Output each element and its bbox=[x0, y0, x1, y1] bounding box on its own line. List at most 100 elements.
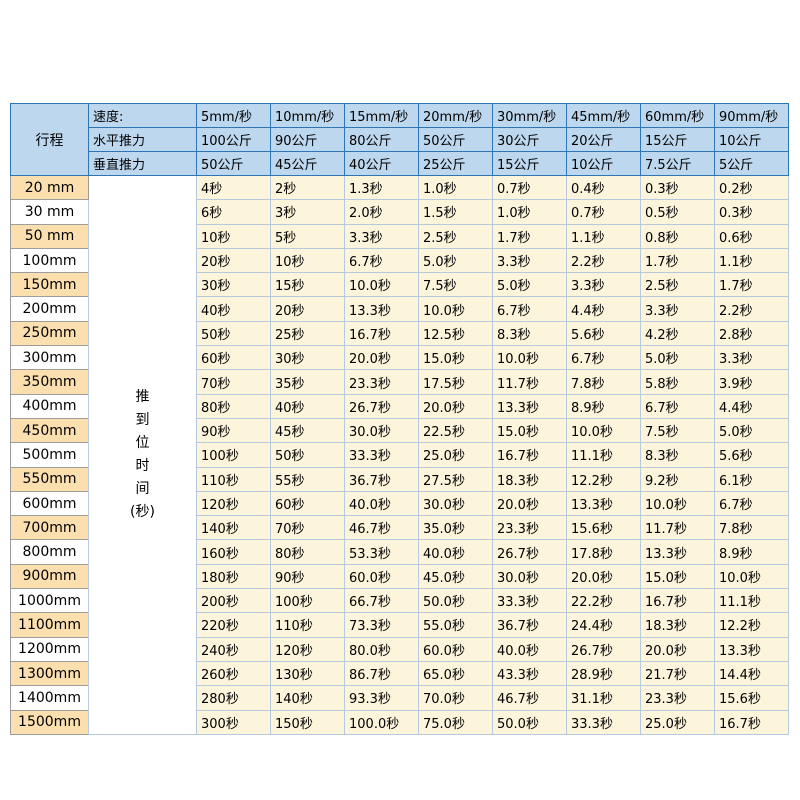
horizontal-thrust-label: 水平推力 bbox=[88, 127, 197, 152]
speed-row-label: 速度: bbox=[88, 103, 197, 128]
stroke-cell: 20 mm bbox=[10, 174, 89, 201]
time-cell: 1.7秒 bbox=[640, 247, 715, 274]
time-cell: 13.3秒 bbox=[566, 490, 641, 517]
time-cell: 6.7秒 bbox=[566, 345, 641, 371]
time-cell: 10.0秒 bbox=[344, 272, 419, 298]
time-cell: 10.0秒 bbox=[566, 417, 641, 444]
time-cell: 0.4秒 bbox=[566, 174, 641, 201]
time-cell: 10.0秒 bbox=[714, 563, 789, 590]
time-cell: 12.2秒 bbox=[714, 612, 789, 638]
time-cell: 50秒 bbox=[196, 320, 271, 347]
time-cell: 5秒 bbox=[270, 223, 345, 249]
time-cell: 2.5秒 bbox=[418, 223, 493, 249]
time-cell: 5.8秒 bbox=[640, 369, 715, 395]
time-cell: 100秒 bbox=[270, 588, 345, 614]
time-cell: 0.8秒 bbox=[640, 223, 715, 249]
time-cell: 0.6秒 bbox=[714, 223, 789, 249]
time-cell: 7.8秒 bbox=[714, 515, 789, 541]
time-cell: 100秒 bbox=[196, 442, 271, 468]
time-cell: 150秒 bbox=[270, 709, 345, 735]
stroke-cell: 550mm bbox=[10, 466, 89, 492]
time-cell: 30.0秒 bbox=[344, 417, 419, 444]
time-cell: 1.0秒 bbox=[492, 199, 567, 225]
stroke-cell: 200mm bbox=[10, 296, 89, 322]
speed-column-header: 5mm/秒 bbox=[196, 103, 271, 128]
time-cell: 26.7秒 bbox=[492, 539, 567, 565]
time-cell: 0.5秒 bbox=[640, 199, 715, 225]
time-cell: 31.1秒 bbox=[566, 685, 641, 711]
time-cell: 60秒 bbox=[270, 490, 345, 517]
time-cell: 80秒 bbox=[270, 539, 345, 565]
time-cell: 17.5秒 bbox=[418, 369, 493, 395]
time-cell: 10.0秒 bbox=[640, 490, 715, 517]
table-row: 30 mm 6秒 3秒 2.0秒 1.5秒 1.0秒 0.7秒 0.5秒 0.3秒 bbox=[10, 199, 789, 225]
time-cell: 5.0秒 bbox=[418, 247, 493, 274]
time-cell: 26.7秒 bbox=[344, 393, 419, 419]
time-cell: 15.0秒 bbox=[492, 417, 567, 444]
table-row: 900mm 180秒 90秒 60.0秒 45.0秒 30.0秒 20.0秒 15.0秒 10.… bbox=[10, 563, 789, 590]
time-cell: 130秒 bbox=[270, 660, 345, 687]
time-cell: 66.7秒 bbox=[344, 588, 419, 614]
time-cell: 5.0秒 bbox=[640, 345, 715, 371]
stroke-cell: 1400mm bbox=[10, 685, 89, 711]
time-cell: 23.3秒 bbox=[344, 369, 419, 395]
time-cell: 6秒 bbox=[196, 199, 271, 225]
stroke-cell: 1000mm bbox=[10, 588, 89, 614]
time-cell: 3秒 bbox=[270, 199, 345, 225]
time-column-label-line: 推 bbox=[135, 388, 150, 405]
time-cell: 3.3秒 bbox=[492, 247, 567, 274]
table-row: 1100mm 220秒 110秒 73.3秒 55.0秒 36.7秒 24.4秒 18.3秒 1… bbox=[10, 612, 789, 638]
time-cell: 3.3秒 bbox=[714, 345, 789, 371]
stroke-cell: 1200mm bbox=[10, 636, 89, 662]
time-cell: 15.6秒 bbox=[566, 515, 641, 541]
time-cell: 14.4秒 bbox=[714, 660, 789, 687]
stroke-cell: 1100mm bbox=[10, 612, 89, 638]
time-cell: 25.0秒 bbox=[418, 442, 493, 468]
time-cell: 5.6秒 bbox=[714, 442, 789, 468]
table-row: 800mm 160秒 80秒 53.3秒 40.0秒 26.7秒 17.8秒 13.3秒 8.9… bbox=[10, 539, 789, 565]
table-row: 100mm 20秒 10秒 6.7秒 5.0秒 3.3秒 2.2秒 1.7秒 1.1秒 bbox=[10, 247, 789, 274]
time-cell: 35.0秒 bbox=[418, 515, 493, 541]
time-column-label-line: 时 bbox=[135, 457, 150, 474]
time-cell: 36.7秒 bbox=[492, 612, 567, 638]
vertical-thrust-value: 10公斤 bbox=[566, 151, 641, 176]
vertical-thrust-value: 15公斤 bbox=[492, 151, 567, 176]
time-cell: 10.0秒 bbox=[418, 296, 493, 322]
time-cell: 70.0秒 bbox=[418, 685, 493, 711]
speed-column-header: 90mm/秒 bbox=[714, 103, 789, 128]
time-cell: 110秒 bbox=[270, 612, 345, 638]
time-cell: 120秒 bbox=[270, 636, 345, 662]
time-cell: 60秒 bbox=[196, 345, 271, 371]
time-cell: 43.3秒 bbox=[492, 660, 567, 687]
time-cell: 5.0秒 bbox=[492, 272, 567, 298]
vertical-thrust-label: 垂直推力 bbox=[88, 151, 197, 176]
horizontal-thrust-value: 20公斤 bbox=[566, 127, 641, 152]
stroke-cell: 250mm bbox=[10, 320, 89, 347]
time-cell: 80秒 bbox=[196, 393, 271, 419]
time-cell: 8.9秒 bbox=[714, 539, 789, 565]
time-cell: 30.0秒 bbox=[492, 563, 567, 590]
time-cell: 20.0秒 bbox=[640, 636, 715, 662]
time-column-label-line: 到 bbox=[135, 411, 150, 428]
stroke-cell: 500mm bbox=[10, 442, 89, 468]
time-cell: 22.2秒 bbox=[566, 588, 641, 614]
time-cell: 180秒 bbox=[196, 563, 271, 590]
time-cell: 55秒 bbox=[270, 466, 345, 492]
time-cell: 53.3秒 bbox=[344, 539, 419, 565]
time-cell: 93.3秒 bbox=[344, 685, 419, 711]
table-row: 450mm 90秒 45秒 30.0秒 22.5秒 15.0秒 10.0秒 7.5秒 5.0秒 bbox=[10, 417, 789, 444]
vertical-thrust-value: 7.5公斤 bbox=[640, 151, 715, 176]
time-cell: 260秒 bbox=[196, 660, 271, 687]
table-row: 250mm 50秒 25秒 16.7秒 12.5秒 8.3秒 5.6秒 4.2秒 2.8秒 bbox=[10, 320, 789, 347]
speed-column-header: 45mm/秒 bbox=[566, 103, 641, 128]
table-row: 300mm 60秒 30秒 20.0秒 15.0秒 10.0秒 6.7秒 5.0秒 3.3秒 bbox=[10, 345, 789, 371]
time-cell: 40.0秒 bbox=[418, 539, 493, 565]
stroke-cell: 900mm bbox=[10, 563, 89, 590]
time-cell: 4.4秒 bbox=[566, 296, 641, 322]
time-cell: 15.0秒 bbox=[418, 345, 493, 371]
table-row: 1500mm 300秒 150秒 100.0秒 75.0秒 50.0秒 33.3秒 25.0秒… bbox=[10, 709, 789, 735]
time-cell: 33.3秒 bbox=[566, 709, 641, 735]
time-cell: 16.7秒 bbox=[640, 588, 715, 614]
table-row: 700mm 140秒 70秒 46.7秒 35.0秒 23.3秒 15.6秒 11.7秒 7.8… bbox=[10, 515, 789, 541]
time-cell: 5.6秒 bbox=[566, 320, 641, 347]
